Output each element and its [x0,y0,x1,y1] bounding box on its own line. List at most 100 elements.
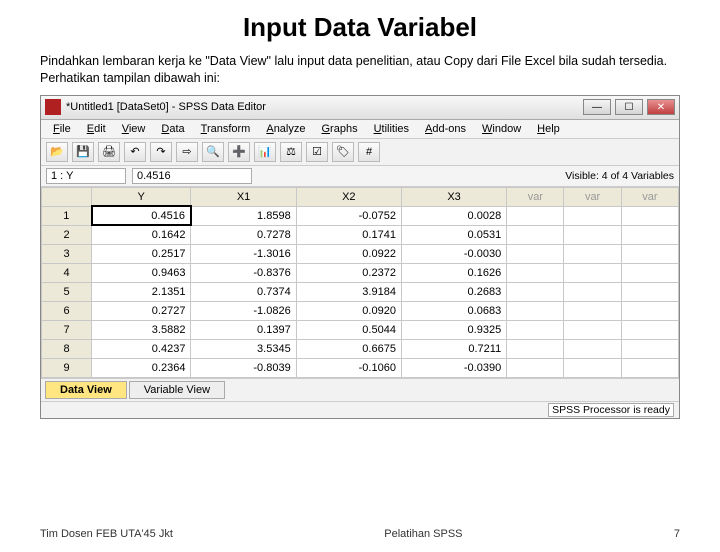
row-header[interactable]: 2 [42,225,92,244]
data-cell[interactable]: 3.9184 [296,282,401,301]
print-icon[interactable]: 🖨 [98,142,120,162]
col-header[interactable]: X2 [296,187,401,206]
data-cell[interactable] [507,282,564,301]
tab-variable-view[interactable]: Variable View [129,381,225,399]
data-cell[interactable] [564,358,621,377]
data-cell[interactable]: 3.5882 [92,320,191,339]
row-header[interactable]: 3 [42,244,92,263]
data-cell[interactable]: 0.7278 [191,225,296,244]
data-cell[interactable]: -1.3016 [191,244,296,263]
data-cell[interactable]: 0.1626 [401,263,506,282]
row-header[interactable]: 6 [42,301,92,320]
data-cell[interactable]: 0.4237 [92,339,191,358]
data-cell[interactable] [621,320,678,339]
col-header[interactable]: var [564,187,621,206]
chart-icon[interactable]: 📊 [254,142,276,162]
col-header[interactable]: X3 [401,187,506,206]
minimize-button[interactable]: — [583,99,611,115]
data-cell[interactable]: 3.5345 [191,339,296,358]
data-cell[interactable]: -0.8376 [191,263,296,282]
data-cell[interactable]: -0.1060 [296,358,401,377]
data-cell[interactable]: 0.1741 [296,225,401,244]
menu-transform[interactable]: Transform [195,122,257,136]
save-icon[interactable]: 💾 [72,142,94,162]
data-cell[interactable]: 0.9463 [92,263,191,282]
data-cell[interactable]: -0.0752 [296,206,401,225]
data-cell[interactable] [621,244,678,263]
row-header[interactable]: 7 [42,320,92,339]
menu-help[interactable]: Help [531,122,566,136]
data-cell[interactable] [507,301,564,320]
open-icon[interactable]: 📂 [46,142,68,162]
menu-view[interactable]: View [116,122,152,136]
data-cell[interactable]: 0.0683 [401,301,506,320]
col-header[interactable]: X1 [191,187,296,206]
data-cell[interactable] [507,339,564,358]
col-header[interactable]: var [507,187,564,206]
select-icon[interactable]: ☑ [306,142,328,162]
data-cell[interactable] [564,263,621,282]
insert-icon[interactable]: ➕ [228,142,250,162]
data-cell[interactable]: 0.2364 [92,358,191,377]
labels-icon[interactable]: 🏷 [332,142,354,162]
menu-utilities[interactable]: Utilities [368,122,415,136]
weight-icon[interactable]: ⚖ [280,142,302,162]
data-cell[interactable] [621,225,678,244]
data-cell[interactable]: 0.2517 [92,244,191,263]
data-cell[interactable] [564,282,621,301]
data-cell[interactable]: 0.2372 [296,263,401,282]
col-header[interactable]: Y [92,187,191,206]
menu-window[interactable]: Window [476,122,527,136]
menu-analyze[interactable]: Analyze [260,122,311,136]
goto-icon[interactable]: ⇨ [176,142,198,162]
data-cell[interactable] [621,263,678,282]
data-cell[interactable] [621,206,678,225]
maximize-button[interactable]: ☐ [615,99,643,115]
find-icon[interactable]: 🔍 [202,142,224,162]
data-cell[interactable]: 0.2727 [92,301,191,320]
data-cell[interactable]: 0.4516 [92,206,191,225]
cell-value-input[interactable]: 0.4516 [132,168,252,184]
data-cell[interactable] [621,282,678,301]
value-icon[interactable]: # [358,142,380,162]
close-button[interactable]: ✕ [647,99,675,115]
data-cell[interactable]: 0.0920 [296,301,401,320]
undo-icon[interactable]: ↶ [124,142,146,162]
tab-data-view[interactable]: Data View [45,381,127,399]
data-cell[interactable]: 0.1397 [191,320,296,339]
menu-edit[interactable]: Edit [81,122,112,136]
data-cell[interactable]: 1.8598 [191,206,296,225]
data-cell[interactable] [507,244,564,263]
data-cell[interactable] [564,339,621,358]
data-cell[interactable]: 0.6675 [296,339,401,358]
row-header[interactable]: 8 [42,339,92,358]
data-cell[interactable]: 0.7211 [401,339,506,358]
menu-graphs[interactable]: Graphs [315,122,363,136]
data-cell[interactable]: 0.0922 [296,244,401,263]
data-cell[interactable]: -1.0826 [191,301,296,320]
data-cell[interactable] [621,339,678,358]
data-cell[interactable]: 2.1351 [92,282,191,301]
menu-data[interactable]: Data [155,122,190,136]
row-header[interactable]: 1 [42,206,92,225]
data-cell[interactable] [621,358,678,377]
data-cell[interactable]: 0.7374 [191,282,296,301]
data-cell[interactable]: 0.1642 [92,225,191,244]
data-cell[interactable]: -0.8039 [191,358,296,377]
row-header[interactable]: 9 [42,358,92,377]
data-cell[interactable]: 0.9325 [401,320,506,339]
data-cell[interactable]: 0.0531 [401,225,506,244]
data-cell[interactable] [564,244,621,263]
data-cell[interactable]: 0.2683 [401,282,506,301]
data-cell[interactable] [507,263,564,282]
cell-address[interactable]: 1 : Y [46,168,126,184]
data-cell[interactable] [507,320,564,339]
data-cell[interactable]: 0.0028 [401,206,506,225]
data-cell[interactable] [507,225,564,244]
data-cell[interactable] [564,320,621,339]
row-header[interactable]: 5 [42,282,92,301]
data-cell[interactable] [507,206,564,225]
data-cell[interactable]: 0.5044 [296,320,401,339]
data-cell[interactable] [507,358,564,377]
menu-add-ons[interactable]: Add-ons [419,122,472,136]
